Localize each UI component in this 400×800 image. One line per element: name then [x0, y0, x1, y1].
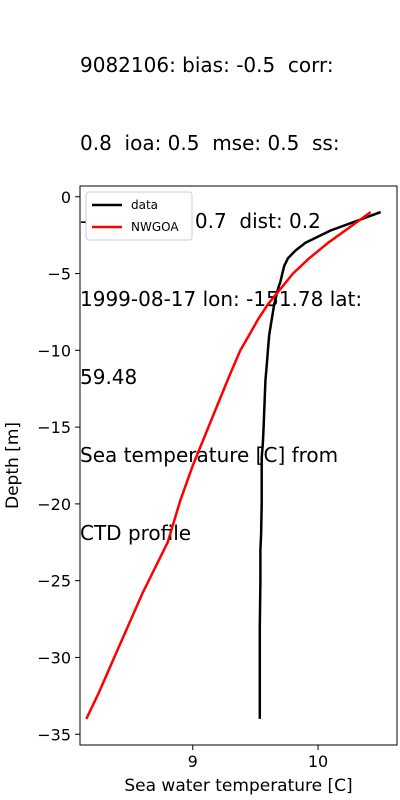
x-tick-label: 9	[188, 752, 198, 771]
y-tick-label: −15	[37, 418, 71, 437]
series-line-data	[258, 210, 382, 719]
y-tick-label: −5	[47, 265, 71, 284]
legend-label-data: data	[131, 198, 158, 212]
y-tick-label: −20	[37, 495, 71, 514]
chart-title: 9082106: bias: -0.5 corr: 0.8 ioa: 0.5 m…	[80, 0, 400, 572]
title-line: 59.48	[80, 365, 138, 389]
x-axis-label: Sea water temperature [C]	[124, 776, 352, 796]
axes-frame	[79, 185, 398, 746]
y-tick-label: 0	[61, 188, 71, 207]
x-tick-label: 10	[308, 752, 328, 771]
title-line: CTD profile	[80, 521, 192, 545]
y-axis-label: Depth [m]	[3, 422, 23, 509]
y-tick-label: −35	[37, 725, 71, 744]
title-line: Sea temperature [C] from	[80, 443, 339, 467]
legend-label-nwgoa: NWGOA	[131, 220, 179, 234]
y-tick-label: −10	[37, 341, 71, 360]
y-tick-label: −25	[37, 572, 71, 591]
title-line: 9082106: bias: -0.5 corr:	[80, 53, 334, 77]
y-axis-ticks: 0 −5 −10 −15 −20 −25 −30 −35	[37, 188, 80, 744]
x-axis-ticks: 9 10	[188, 745, 328, 771]
y-tick-label: −30	[37, 648, 71, 667]
legend: data NWGOA	[85, 191, 193, 241]
plot-lines	[85, 210, 382, 720]
series-line-nwgoa	[85, 211, 372, 720]
title-line: 0.8 ioa: 0.5 mse: 0.5 ss:	[80, 131, 340, 155]
title-line: 1999-08-17 lon: -151.78 lat:	[80, 287, 363, 311]
